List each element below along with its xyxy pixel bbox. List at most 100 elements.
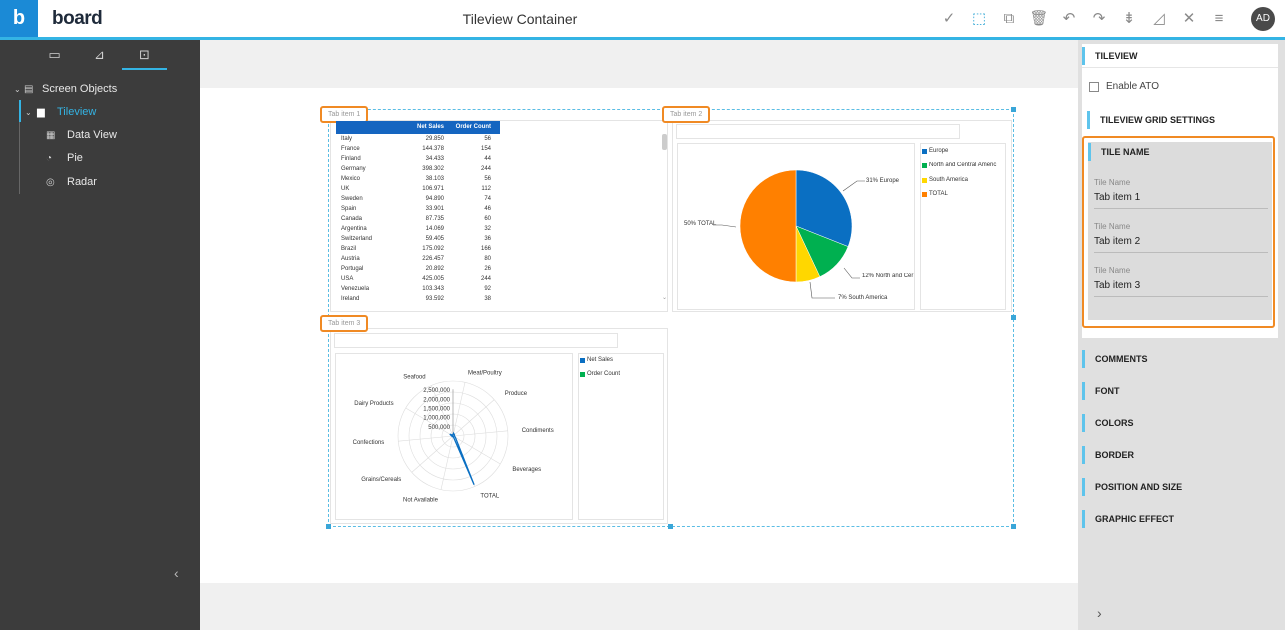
layout-icon[interactable]: ▭ (48, 47, 61, 62)
table-row[interactable]: Germany 398.302 244 (336, 164, 500, 174)
tree-item-screen-objects[interactable]: ⌄ ▤ Screen Objects (14, 82, 117, 96)
section-accent (1082, 47, 1085, 65)
pie-chart[interactable] (677, 143, 915, 310)
redo-icon[interactable]: ↷ (1092, 10, 1106, 27)
radar-category-label: Confections (353, 440, 385, 446)
radar-tick-label: 2,000,000 (423, 397, 450, 403)
table-row[interactable]: Canada 87.735 60 (336, 214, 500, 224)
section-title: TILEVIEW GRID SETTINGS (1100, 115, 1216, 125)
tile-name-field-1[interactable]: Tab item 1 (1094, 192, 1268, 209)
copy-icon[interactable]: ⧉ (1003, 10, 1015, 27)
table-row[interactable]: Ireland 93.592 38 (336, 294, 500, 304)
edit-layout-icon[interactable]: ⬚ (971, 10, 987, 27)
radar-series-net-sales[interactable] (449, 431, 475, 486)
comments-section[interactable]: COMMENTS (1082, 350, 1148, 368)
enable-ato-label: Enable ATO (1106, 81, 1159, 92)
format-painter-icon[interactable]: ◿ (1153, 10, 1165, 27)
enable-ato-checkbox[interactable] (1089, 82, 1099, 92)
section-title: GRAPHIC EFFECT (1095, 514, 1175, 524)
leader-line (843, 267, 860, 279)
close-icon[interactable]: ✕ (1182, 10, 1196, 27)
grid-settings-section[interactable]: TILEVIEW GRID SETTINGS (1087, 111, 1215, 129)
pie-slice-europe[interactable] (795, 169, 853, 247)
column-header: Net Sales (416, 124, 444, 130)
tile-name-field-2[interactable]: Tab item 2 (1094, 236, 1268, 253)
table-row[interactable]: UK 106.971 112 (336, 184, 500, 194)
table-row[interactable]: Argentina 14.069 32 (336, 224, 500, 234)
section-title: COLORS (1095, 418, 1134, 428)
tile-3[interactable] (330, 328, 668, 524)
tree-item-tileview[interactable]: ⌄ ▆ Tileview (25, 105, 96, 119)
table-cell: 29.850 (425, 136, 444, 142)
tile-name-section (1088, 142, 1272, 320)
resize-handle[interactable] (1011, 107, 1016, 112)
position-and-size-section[interactable]: POSITION AND SIZE (1082, 478, 1182, 496)
table-row[interactable]: Austria 226.457 80 (336, 254, 500, 264)
tile-2[interactable] (672, 120, 1012, 312)
table-row[interactable]: Mexico 38.103 56 (336, 174, 500, 184)
collapse-panel-icon[interactable]: › (1097, 605, 1102, 621)
table-cell: 87.735 (425, 216, 444, 222)
brand-name: board (52, 8, 103, 29)
radar-chart[interactable]: Meat/Poultry Produce Condiments Beverages TO… (335, 353, 573, 520)
object-icon[interactable]: ⊡ (122, 47, 167, 70)
table-cell: 34.433 (425, 156, 444, 162)
tree-item-pie[interactable]: ◔ Pie (46, 151, 83, 165)
table-row[interactable]: Switzerland 59.405 36 (336, 234, 500, 244)
table-cell: 33.901 (425, 206, 444, 212)
table-row[interactable]: Portugal 20.892 26 (336, 264, 500, 274)
chevron-down-icon: ⌄ (14, 84, 21, 94)
border-section[interactable]: BORDER (1082, 446, 1134, 464)
tree-item-radar[interactable]: ◎ Radar (46, 175, 97, 189)
table-row[interactable]: USA 425.005 244 (336, 274, 500, 284)
graphic-effect-section[interactable]: GRAPHIC EFFECT (1082, 510, 1174, 528)
logo-icon[interactable]: b (0, 0, 38, 37)
resize-handle[interactable] (1011, 315, 1016, 320)
tile-name-field-3[interactable]: Tab item 3 (1094, 280, 1268, 297)
delete-icon[interactable]: 🗑 (1029, 10, 1049, 27)
resize-handle[interactable] (1011, 524, 1016, 529)
table-row[interactable]: France 144.378 154 (336, 144, 500, 154)
pie-slice-total[interactable] (739, 169, 797, 283)
column-header (336, 121, 392, 134)
undo-icon[interactable]: ↶ (1062, 10, 1076, 27)
resize-handle[interactable] (326, 524, 331, 529)
font-section[interactable]: FONT (1082, 382, 1120, 400)
tile-name-header[interactable]: TILE NAME (1088, 143, 1150, 161)
scrollbar[interactable] (662, 134, 667, 150)
collapse-sidebar-icon[interactable]: ‹ (174, 565, 179, 581)
avatar[interactable]: AD (1251, 7, 1275, 31)
table-row[interactable]: Spain 33.901 46 (336, 204, 500, 214)
radar-spoke (430, 385, 454, 437)
tile-label-3[interactable]: Tab item 3 (320, 315, 369, 332)
chart-icon[interactable]: ⊿ (94, 47, 105, 62)
tile-label-2[interactable]: Tab item 2 (662, 106, 711, 123)
legend-label: South America (929, 177, 969, 183)
table-cell: 56 (484, 136, 491, 142)
radar-legend-area (578, 353, 664, 520)
resize-handle[interactable] (668, 524, 673, 529)
section-accent (1088, 143, 1091, 161)
scroll-down-icon[interactable]: ⌄ (662, 295, 668, 301)
legend-swatch (580, 371, 585, 377)
table-cell: Italy (341, 136, 353, 142)
table-cell: 244 (480, 166, 491, 172)
section-title: FONT (1095, 386, 1120, 396)
table-row[interactable]: Brazil 175.092 166 (336, 244, 500, 254)
legend-label: Europe (929, 148, 949, 154)
table-cell: 226.457 (422, 256, 444, 262)
sort-icon[interactable]: ⇟ (1122, 10, 1136, 27)
table-row[interactable]: Italy 29.850 56 (336, 134, 500, 144)
table-cell: 44 (484, 156, 491, 162)
menu-icon[interactable]: ≡ (1214, 10, 1224, 27)
tree-item-data-view[interactable]: ▦ Data View (46, 128, 117, 142)
pie-legend-area (920, 143, 1006, 310)
table-cell: 46 (484, 206, 491, 212)
check-icon[interactable]: ✓ (942, 10, 956, 27)
tile-1[interactable] (330, 120, 668, 312)
radar-tick-label: 1,000,000 (423, 416, 450, 422)
table-row[interactable]: Venezuela 103.343 92 (336, 284, 500, 294)
table-row[interactable]: Finland 34.433 44 (336, 154, 500, 164)
colors-section[interactable]: COLORS (1082, 414, 1134, 432)
table-row[interactable]: Sweden 94.890 74 (336, 194, 500, 204)
